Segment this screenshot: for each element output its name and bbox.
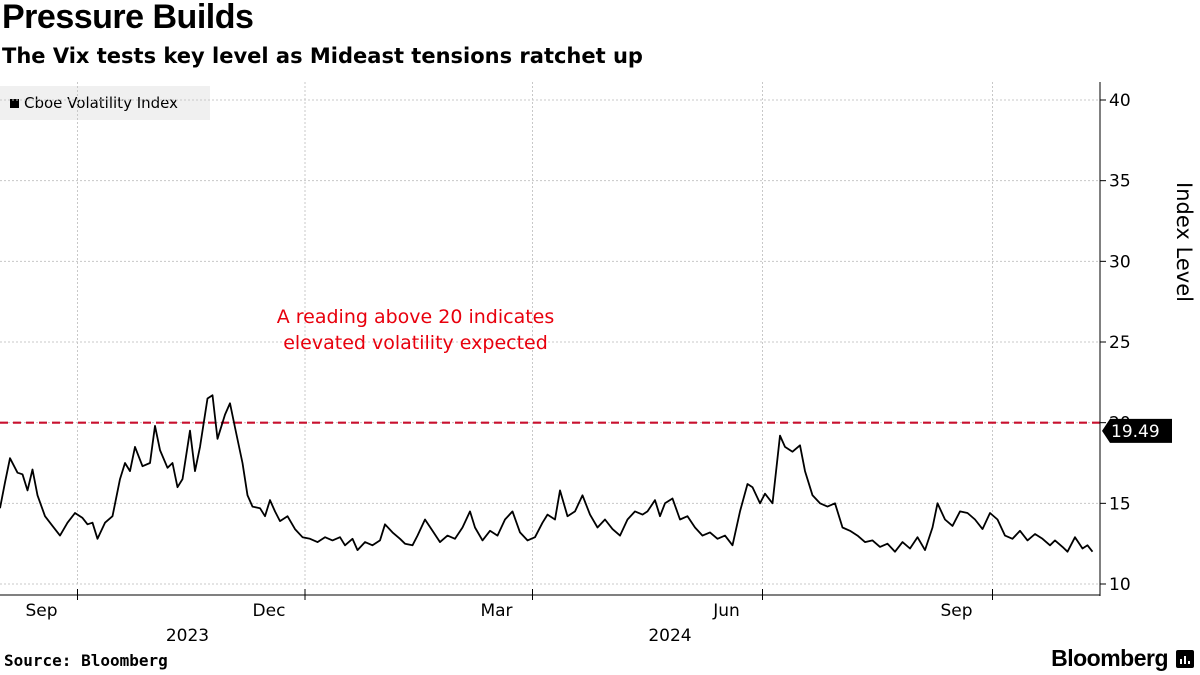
series-line xyxy=(0,394,1094,553)
y-tick-label: 35 xyxy=(1109,172,1131,192)
x-tick-label: Dec xyxy=(253,601,286,621)
y-tick-label: 25 xyxy=(1109,333,1131,353)
x-year-label: 2023 xyxy=(166,626,209,646)
x-year-label: 2024 xyxy=(648,626,691,646)
legend-label: Cboe Volatility Index xyxy=(24,94,179,112)
last-value-label: 19.49 xyxy=(1111,422,1160,442)
last-value-badge xyxy=(1102,418,1172,443)
source-note: Source: Bloomberg xyxy=(4,651,168,670)
chart-subtitle: The Vix tests key level as Mideast tensi… xyxy=(2,44,643,68)
y-axis: 10152025303540Index Level xyxy=(1099,82,1196,596)
annotation-group: A reading above 20 indicates elevated vol… xyxy=(277,306,555,354)
x-axis: Sep Dec Mar Jun Sep 2023 2024 xyxy=(0,589,1100,646)
legend-swatch xyxy=(10,98,19,108)
chart-title: Pressure Builds xyxy=(2,0,254,36)
x-tick-label: Sep xyxy=(25,601,57,621)
brand-logo: Bloomberg xyxy=(1051,645,1168,671)
last-value-group: 19.49 xyxy=(1102,418,1172,443)
y-tick-label: 40 xyxy=(1109,91,1131,111)
bloomberg-mark-icon xyxy=(1176,650,1194,668)
x-tick-label: Sep xyxy=(940,601,972,621)
legend: Cboe Volatility Index xyxy=(0,86,210,120)
x-tick-label: Jun xyxy=(712,601,740,621)
y-tick-label: 15 xyxy=(1109,494,1131,514)
y-axis-title: Index Level xyxy=(1172,182,1196,302)
series-group xyxy=(0,394,1094,553)
y-tick-label: 30 xyxy=(1109,252,1131,272)
annotation-text: A reading above 20 indicates xyxy=(277,306,555,328)
y-tick-label: 10 xyxy=(1109,575,1131,595)
annotation-text: elevated volatility expected xyxy=(283,332,548,354)
x-tick-label: Mar xyxy=(480,601,512,621)
gridlines xyxy=(0,82,1100,585)
